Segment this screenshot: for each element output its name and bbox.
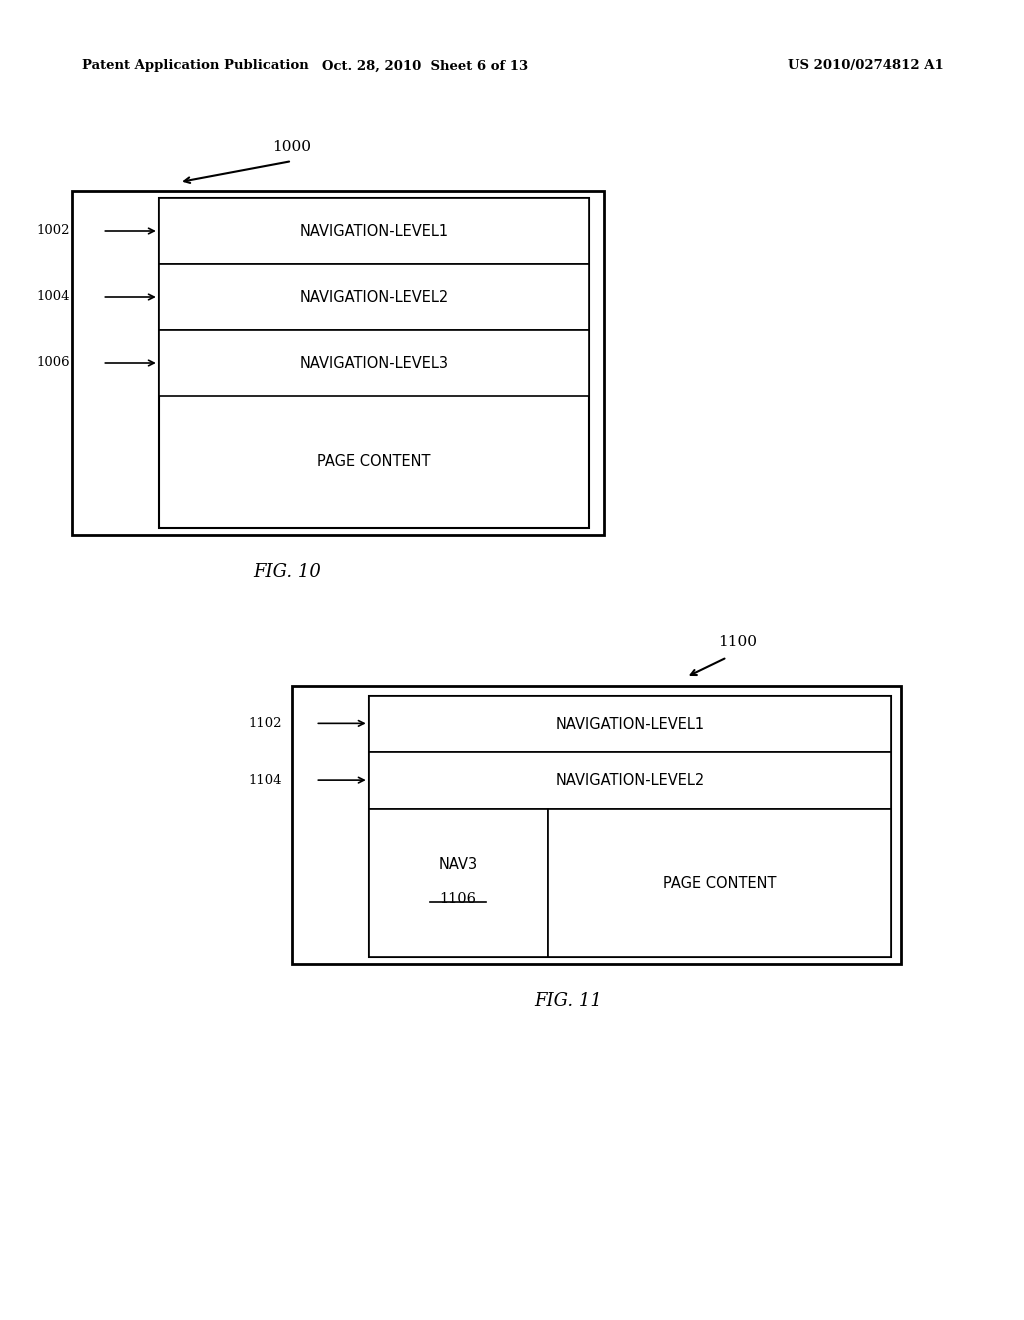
Text: NAVIGATION-LEVEL2: NAVIGATION-LEVEL2 [299, 289, 449, 305]
Text: 1004: 1004 [36, 290, 70, 304]
Text: 1106: 1106 [439, 892, 476, 906]
Bar [369, 696, 891, 957]
Text: US 2010/0274812 A1: US 2010/0274812 A1 [788, 59, 944, 73]
Bar [159, 198, 589, 264]
Text: FIG. 11: FIG. 11 [535, 991, 602, 1010]
Bar [159, 198, 589, 528]
Text: Oct. 28, 2010  Sheet 6 of 13: Oct. 28, 2010 Sheet 6 of 13 [322, 59, 528, 73]
Bar [159, 264, 589, 330]
Text: NAVIGATION-LEVEL2: NAVIGATION-LEVEL2 [555, 774, 705, 788]
Bar [548, 809, 891, 957]
Text: 1000: 1000 [272, 140, 311, 154]
Text: NAV3: NAV3 [438, 857, 477, 873]
Text: 1102: 1102 [248, 717, 282, 730]
Text: Patent Application Publication: Patent Application Publication [82, 59, 308, 73]
Bar [72, 191, 604, 535]
Text: 1104: 1104 [248, 774, 282, 787]
Text: NAVIGATION-LEVEL3: NAVIGATION-LEVEL3 [299, 355, 449, 371]
Bar [369, 752, 891, 809]
Bar [292, 686, 901, 964]
Bar [159, 330, 589, 396]
Text: FIG. 10: FIG. 10 [253, 562, 321, 581]
Text: PAGE CONTENT: PAGE CONTENT [664, 875, 776, 891]
Text: NAVIGATION-LEVEL1: NAVIGATION-LEVEL1 [299, 223, 449, 239]
Text: 1006: 1006 [36, 356, 70, 370]
Text: 1100: 1100 [718, 635, 757, 649]
Bar [369, 696, 891, 752]
Text: 1002: 1002 [36, 224, 70, 238]
Bar [369, 809, 548, 957]
Text: NAVIGATION-LEVEL1: NAVIGATION-LEVEL1 [555, 717, 705, 731]
Text: PAGE CONTENT: PAGE CONTENT [317, 454, 430, 470]
